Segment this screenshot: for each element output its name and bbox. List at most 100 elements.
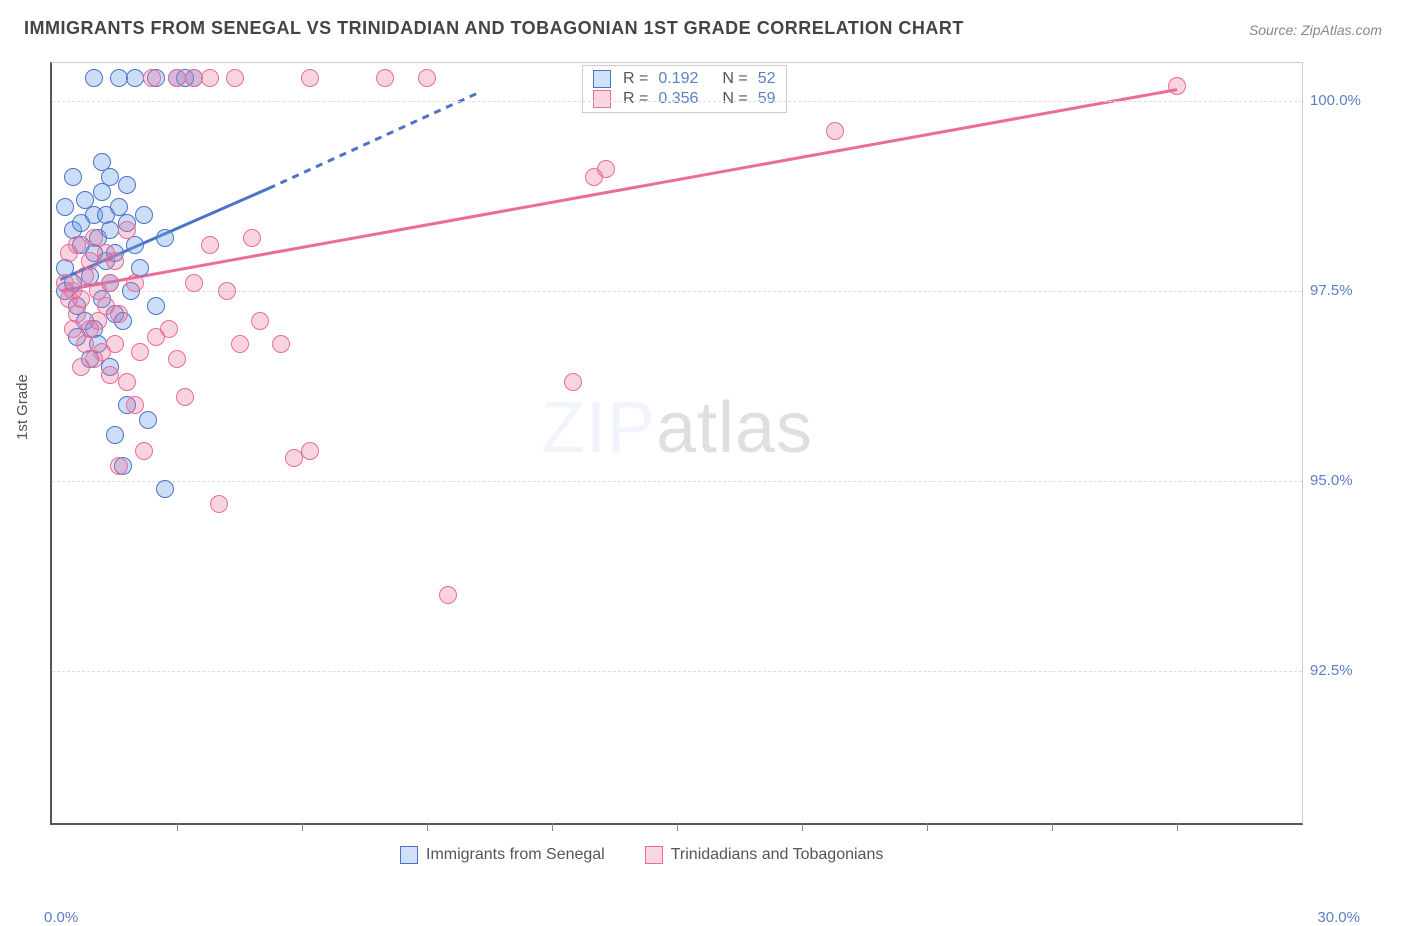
data-point xyxy=(1168,77,1186,95)
n-label: N = xyxy=(722,90,747,108)
y-tick-label: 95.0% xyxy=(1310,472,1380,489)
x-tick xyxy=(177,823,178,831)
legend-swatch xyxy=(593,70,611,88)
x-tick xyxy=(1177,823,1178,831)
data-point xyxy=(106,426,124,444)
data-point xyxy=(201,236,219,254)
data-point xyxy=(76,267,94,285)
n-value: 52 xyxy=(758,70,776,88)
gridline xyxy=(52,671,1302,672)
data-point xyxy=(85,69,103,87)
legend-item: Trinidadians and Tobagonians xyxy=(645,846,884,864)
plot-area: ZIPatlas R = 0.192 N = 52R = 0.356 N = 5… xyxy=(50,62,1303,825)
data-point xyxy=(143,69,161,87)
data-point xyxy=(156,480,174,498)
y-tick-label: 92.5% xyxy=(1310,662,1380,679)
legend-label: Trinidadians and Tobagonians xyxy=(671,846,884,864)
data-point xyxy=(176,388,194,406)
data-point xyxy=(301,69,319,87)
data-point xyxy=(231,335,249,353)
gridline xyxy=(52,481,1302,482)
n-label: N = xyxy=(722,70,747,88)
data-point xyxy=(106,252,124,270)
r-label: R = xyxy=(623,70,648,88)
data-point xyxy=(156,229,174,247)
data-point xyxy=(110,69,128,87)
x-tick xyxy=(552,823,553,831)
y-tick-label: 97.5% xyxy=(1310,282,1380,299)
legend-item: Immigrants from Senegal xyxy=(400,846,605,864)
gridline xyxy=(52,291,1302,292)
legend-label: Immigrants from Senegal xyxy=(426,846,605,864)
bottom-legend: Immigrants from Senegal Trinidadians and … xyxy=(400,846,883,864)
watermark: ZIPatlas xyxy=(541,387,813,469)
data-point xyxy=(210,495,228,513)
n-value: 59 xyxy=(758,90,776,108)
data-point xyxy=(118,373,136,391)
data-point xyxy=(126,236,144,254)
data-point xyxy=(439,586,457,604)
stat-legend: R = 0.192 N = 52R = 0.356 N = 59 xyxy=(582,65,787,113)
data-point xyxy=(126,396,144,414)
data-point xyxy=(826,122,844,140)
data-point xyxy=(126,274,144,292)
data-point xyxy=(147,297,165,315)
data-point xyxy=(376,69,394,87)
data-point xyxy=(418,69,436,87)
data-point xyxy=(597,160,615,178)
data-point xyxy=(56,198,74,216)
data-point xyxy=(118,176,136,194)
data-point xyxy=(126,69,144,87)
x-axis-max-label: 30.0% xyxy=(1317,909,1360,926)
data-point xyxy=(101,168,119,186)
data-point xyxy=(135,442,153,460)
data-point xyxy=(101,221,119,239)
stat-row: R = 0.192 N = 52 xyxy=(593,70,776,88)
data-point xyxy=(218,282,236,300)
data-point xyxy=(226,69,244,87)
data-point xyxy=(168,69,186,87)
data-point xyxy=(68,236,86,254)
data-point xyxy=(168,350,186,368)
x-tick xyxy=(427,823,428,831)
data-point xyxy=(81,252,99,270)
gridline xyxy=(52,101,1302,102)
data-point xyxy=(72,290,90,308)
data-point xyxy=(131,343,149,361)
r-value: 0.356 xyxy=(658,90,698,108)
x-tick xyxy=(677,823,678,831)
data-point xyxy=(185,274,203,292)
data-point xyxy=(101,366,119,384)
data-point xyxy=(64,168,82,186)
chart-title: IMMIGRANTS FROM SENEGAL VS TRINIDADIAN A… xyxy=(24,18,964,39)
legend-swatch xyxy=(400,846,418,864)
data-point xyxy=(106,335,124,353)
data-point xyxy=(301,442,319,460)
y-tick-label: 100.0% xyxy=(1310,92,1380,109)
data-point xyxy=(85,229,103,247)
data-point xyxy=(110,457,128,475)
x-tick xyxy=(927,823,928,831)
data-point xyxy=(201,69,219,87)
x-tick xyxy=(302,823,303,831)
data-point xyxy=(101,274,119,292)
data-point xyxy=(185,69,203,87)
data-point xyxy=(243,229,261,247)
data-point xyxy=(64,320,82,338)
data-point xyxy=(110,305,128,323)
r-label: R = xyxy=(623,90,648,108)
data-point xyxy=(160,320,178,338)
data-point xyxy=(118,221,136,239)
data-point xyxy=(68,305,86,323)
legend-swatch xyxy=(593,90,611,108)
data-point xyxy=(135,206,153,224)
y-axis-label: 1st Grade xyxy=(14,374,31,440)
x-axis-min-label: 0.0% xyxy=(44,909,78,926)
x-tick xyxy=(1052,823,1053,831)
x-tick xyxy=(802,823,803,831)
r-value: 0.192 xyxy=(658,70,698,88)
trend-line-layer xyxy=(52,63,1302,823)
legend-swatch xyxy=(645,846,663,864)
stat-row: R = 0.356 N = 59 xyxy=(593,90,776,108)
data-point xyxy=(564,373,582,391)
